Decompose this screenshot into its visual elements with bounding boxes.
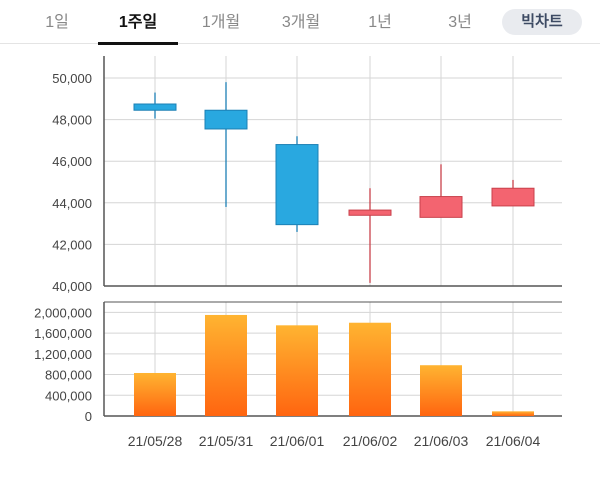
- date-axis: 21/05/28 21/05/31 21/06/01 21/06/02 21/06/03…: [128, 433, 541, 449]
- volume-tick-label: 400,000: [45, 388, 92, 403]
- tab-1-week-label: 1주일: [118, 14, 158, 31]
- date-tick-label: 21/05/31: [199, 433, 254, 449]
- stock-chart: 50,000 48,000 46,000 44,000 42,000 40,000 2,0…: [34, 56, 562, 449]
- volume-tick-label: 0: [85, 409, 92, 424]
- candle-body: [133, 103, 177, 111]
- price-tick-label: 44,000: [52, 196, 92, 211]
- price-tick-label: 50,000: [52, 71, 92, 86]
- volume-bar: [420, 365, 462, 416]
- price-tick-label: 40,000: [52, 279, 92, 294]
- price-candles: [133, 82, 535, 283]
- date-tick-label: 21/06/03: [414, 433, 469, 449]
- volume-tick-label: 2,000,000: [34, 305, 92, 320]
- period-tab-bar: 1일 1주일 1개월 3개월 1년 3년 빅차트: [0, 0, 600, 45]
- candle-body: [348, 209, 392, 216]
- date-tick-label: 21/06/02: [343, 433, 398, 449]
- tab-1-day[interactable]: 1일: [45, 14, 69, 31]
- volume-bar: [134, 372, 176, 416]
- volume-bars: [134, 314, 534, 416]
- bigchart-button[interactable]: 빅차트: [502, 9, 582, 35]
- candle-body: [419, 196, 463, 218]
- price-tick-label: 48,000: [52, 113, 92, 128]
- tab-1-month[interactable]: 1개월: [201, 14, 241, 31]
- date-tick-label: 21/06/01: [270, 433, 325, 449]
- price-axis: 50,000 48,000 46,000 44,000 42,000 40,000: [52, 56, 562, 294]
- volume-axis: 2,000,000 1,600,000 1,200,000 800,000 400,00…: [34, 301, 562, 424]
- volume-bar: [276, 325, 318, 416]
- price-tick-label: 42,000: [52, 237, 92, 252]
- date-tick-label: 21/05/28: [128, 433, 183, 449]
- candle-body: [204, 109, 248, 130]
- date-tick-label: 21/06/04: [486, 433, 541, 449]
- tab-3-month[interactable]: 3개월: [281, 14, 321, 31]
- price-tick-label: 46,000: [52, 154, 92, 169]
- tab-3-year[interactable]: 3년: [448, 14, 472, 31]
- tab-1-week[interactable]: 1주일: [98, 0, 178, 45]
- volume-bar: [349, 322, 391, 416]
- volume-bar: [205, 314, 247, 416]
- volume-tick-label: 800,000: [45, 368, 92, 383]
- tab-1-year[interactable]: 1년: [368, 14, 392, 31]
- volume-tick-label: 1,200,000: [34, 347, 92, 362]
- active-tab-underline: [98, 42, 178, 45]
- price-grid: [104, 56, 562, 287]
- candle-body: [275, 144, 319, 226]
- volume-bar: [492, 411, 534, 416]
- candle-body: [491, 187, 535, 207]
- volume-tick-label: 1,600,000: [34, 326, 92, 341]
